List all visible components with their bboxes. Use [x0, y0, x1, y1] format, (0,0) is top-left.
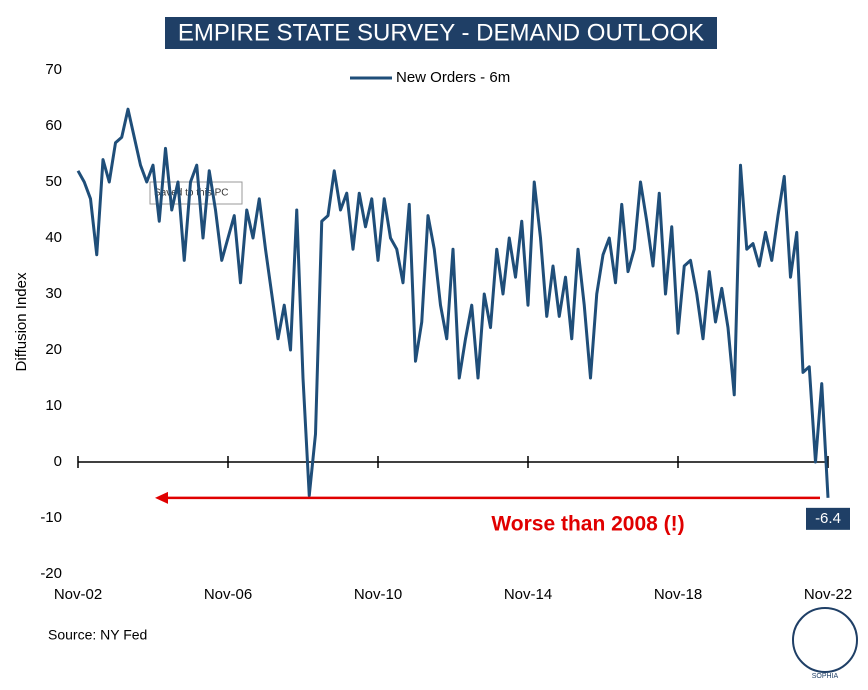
y-tick-label: 50: [45, 173, 62, 190]
x-tick-label: Nov-06: [204, 586, 252, 603]
logo: [792, 607, 858, 673]
end-label: -6.4: [815, 510, 841, 527]
y-tick-label: 20: [45, 341, 62, 358]
y-tick-label: 70: [45, 61, 62, 78]
y-tick-label: 0: [54, 453, 62, 470]
source: Source: NY Fed: [48, 627, 147, 643]
y-tick-label: 30: [45, 285, 62, 302]
chart-title: EMPIRE STATE SURVEY - DEMAND OUTLOOK: [178, 19, 704, 46]
y-tick-label: 60: [45, 117, 62, 134]
y-tick-label: 40: [45, 229, 62, 246]
x-tick-label: Nov-02: [54, 586, 102, 603]
end-label-box: [806, 507, 850, 530]
logo-text: SOPHIA: [812, 673, 839, 680]
y-axis-label: Diffusion Index: [13, 272, 30, 371]
x-tick-label: Nov-14: [504, 586, 552, 603]
annotation: Worse than 2008 (!): [491, 513, 684, 536]
legend-label: New Orders - 6m: [396, 69, 510, 86]
y-tick-label: -20: [40, 565, 62, 582]
data-line: [76, 107, 830, 498]
y-tick-label: 10: [45, 397, 62, 414]
x-tick-label: Nov-18: [654, 586, 702, 603]
annotation-arrowhead: [155, 491, 168, 504]
y-tick-label: -10: [40, 509, 62, 526]
x-tick-label: Nov-22: [804, 586, 852, 603]
tooltip: Saved to this PC: [154, 188, 228, 199]
title-box: [165, 17, 717, 49]
x-tick-label: Nov-10: [354, 586, 402, 603]
